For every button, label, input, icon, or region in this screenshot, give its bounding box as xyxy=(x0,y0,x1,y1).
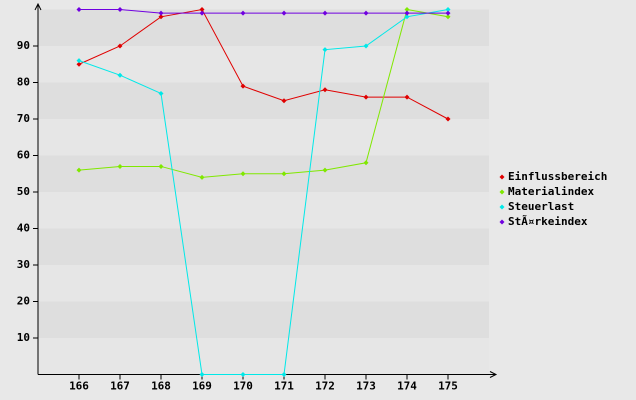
point xyxy=(445,10,451,16)
point xyxy=(363,10,369,16)
point xyxy=(445,116,451,122)
point xyxy=(158,163,164,169)
series-line xyxy=(78,9,449,375)
y-tick-label: 20 xyxy=(17,295,30,308)
point xyxy=(281,98,287,104)
x-tick-label: 167 xyxy=(110,380,130,393)
x-tick-label: 174 xyxy=(397,380,417,393)
point xyxy=(158,90,164,96)
legend-label: Einflussbereich xyxy=(508,170,607,183)
series-line xyxy=(79,9,448,14)
point xyxy=(322,47,328,53)
point xyxy=(76,58,82,64)
point xyxy=(76,167,82,173)
point xyxy=(117,163,123,169)
grid-band xyxy=(38,338,489,375)
x-tick-label: 173 xyxy=(356,380,376,393)
point xyxy=(404,14,410,20)
x-tick-label: 166 xyxy=(69,380,89,393)
point xyxy=(158,14,164,20)
point xyxy=(404,94,410,100)
grid-band xyxy=(38,82,489,119)
y-tick-label: 70 xyxy=(17,112,30,125)
point xyxy=(158,10,164,16)
point xyxy=(76,61,82,67)
x-tick-label: 170 xyxy=(233,380,253,393)
point xyxy=(240,10,246,16)
point xyxy=(363,160,369,166)
grid-band xyxy=(38,46,489,83)
point xyxy=(199,7,205,12)
y-tick-label: 90 xyxy=(17,39,30,52)
y-tick-label: 60 xyxy=(17,149,30,162)
legend-marker xyxy=(499,189,505,195)
y-tick-label: 50 xyxy=(17,185,30,198)
grid-band xyxy=(38,265,489,302)
point xyxy=(363,94,369,100)
point xyxy=(322,167,328,173)
point xyxy=(404,7,410,12)
point xyxy=(281,372,287,377)
x-tick-label: 172 xyxy=(315,380,335,393)
point xyxy=(117,72,123,78)
point xyxy=(445,7,451,12)
point xyxy=(117,43,123,49)
legend-label: Steuerlast xyxy=(508,200,574,213)
point xyxy=(199,372,205,377)
series-line xyxy=(78,8,449,178)
y-tick-label: 30 xyxy=(17,258,30,271)
grid-band xyxy=(38,9,489,46)
y-tick-label: 10 xyxy=(17,331,30,344)
point xyxy=(240,83,246,89)
y-tick-label: 40 xyxy=(17,222,30,235)
point xyxy=(404,10,410,16)
point xyxy=(199,174,205,180)
point xyxy=(281,10,287,16)
point xyxy=(322,87,328,93)
legend-marker xyxy=(499,204,505,210)
legend-label: StÃ¤rkeindex xyxy=(508,215,588,228)
point xyxy=(117,7,123,12)
x-tick-label: 169 xyxy=(192,380,212,393)
point xyxy=(281,171,287,177)
legend-marker xyxy=(499,174,505,180)
grid-band xyxy=(38,192,489,229)
point xyxy=(240,171,246,177)
y-axis xyxy=(34,2,42,375)
legend-label: Materialindex xyxy=(508,185,594,198)
x-tick-label: 175 xyxy=(438,380,458,393)
legend-marker xyxy=(499,219,505,225)
point xyxy=(363,43,369,49)
point xyxy=(240,372,246,377)
grid-band xyxy=(38,301,489,338)
point xyxy=(322,10,328,16)
grid-band xyxy=(38,119,489,156)
grid-band xyxy=(38,228,489,265)
x-tick-label: 171 xyxy=(274,380,294,393)
point xyxy=(76,7,82,12)
point xyxy=(445,14,451,20)
x-tick-label: 168 xyxy=(151,380,171,393)
point xyxy=(199,10,205,16)
series-line xyxy=(78,8,449,120)
y-tick-label: 80 xyxy=(17,76,30,89)
